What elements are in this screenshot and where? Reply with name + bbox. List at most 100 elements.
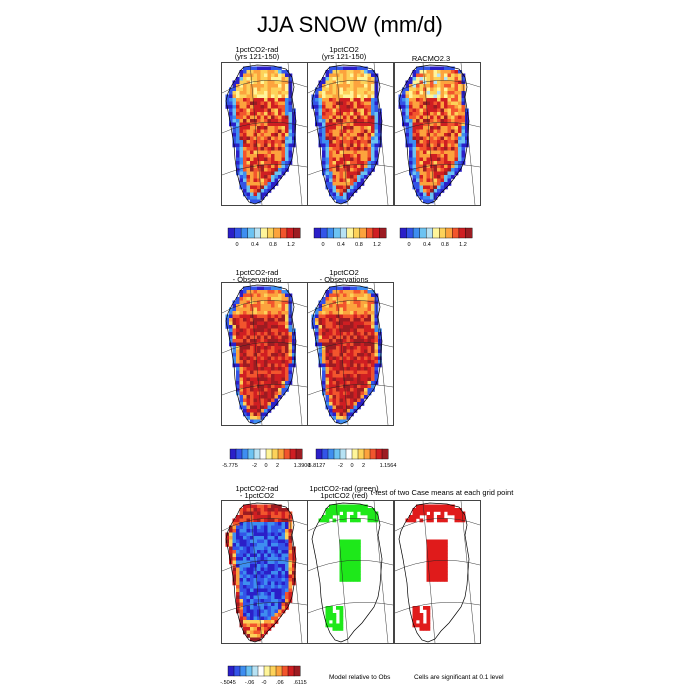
grid-cell [461,101,466,106]
grid-cell [378,335,382,340]
grid-cell [336,196,340,200]
grid-cell [451,150,455,155]
grid-cell [281,133,286,137]
grid-cell [353,518,358,523]
grid-cell [236,574,240,579]
grid-cell [329,384,333,389]
grid-cell [325,391,330,396]
grid-cell [360,381,365,385]
grid-cell [336,147,340,151]
grid-cell [264,87,268,92]
grid-cell [253,581,258,586]
grid-cell [250,290,254,294]
grid-cell [260,293,265,298]
grid-cell [343,119,347,123]
grid-cell [339,182,344,186]
grid-cell [437,515,441,519]
grid-cell [267,189,272,193]
grid-cell [353,126,358,130]
grid-cell [274,286,279,291]
grid-cell [253,543,258,547]
grid-cell [437,508,441,512]
grid-cell [364,353,368,357]
grid-cell [288,129,293,134]
grid-cell [332,353,337,357]
grid-cell [285,94,289,99]
grid-cell [267,178,272,183]
grid-cell [260,402,265,406]
grid-cell [250,286,254,291]
grid-cell [444,574,448,579]
graticule-line [373,63,389,205]
grid-cell [329,335,333,340]
grid-cell [343,150,347,155]
grid-cell [353,398,358,403]
grid-cell [339,70,344,74]
grid-cell [253,161,258,165]
grid-cell [325,70,330,74]
grid-cell [271,539,275,544]
grid-cell [246,115,251,120]
grid-cell [288,374,293,378]
grid-cell [322,161,326,165]
grid-cell [257,133,261,137]
grid-cell [281,122,286,127]
grid-cell [257,581,261,586]
grid-cell [357,353,361,357]
grid-cell [260,409,265,413]
grid-cell [260,592,265,596]
grid-cell [250,637,254,642]
grid-cell [253,606,258,610]
grid-cell [281,77,286,81]
grid-cell [250,613,254,617]
grid-cell [288,122,293,127]
grid-cell [371,164,375,169]
grid-cell [246,557,251,561]
grid-cell [246,168,251,172]
grid-cell [285,300,289,305]
grid-cell [264,409,268,413]
grid-cell [229,108,233,113]
grid-cell [260,311,265,315]
grid-cell [232,91,237,95]
grid-cell [257,73,261,78]
grid-cell [360,325,365,329]
grid-cell [322,164,326,169]
grid-cell [360,122,365,127]
grid-cell [444,147,448,151]
grid-cell [260,550,265,554]
grid-cell [343,377,347,382]
grid-cell [440,108,445,113]
grid-cell [339,356,344,361]
grid-cell [412,150,417,155]
grid-cell [250,98,254,102]
grid-cell [250,335,254,340]
grid-cell [423,168,427,172]
grid-cell [409,133,413,137]
grid-cell [322,77,326,81]
grid-cell [260,567,265,572]
panel-title-line: 1pctCO2-rad (green) [309,484,379,493]
grid-cell [274,77,279,81]
grid-cell [405,80,410,85]
grid-cell [236,307,240,312]
grid-cell [250,150,254,155]
grid-cell [271,339,275,343]
grid-cell [264,346,268,350]
colorbar-swatch [333,448,341,460]
grid-cell [357,332,361,336]
grid-cell [357,335,361,340]
grid-cell [274,536,279,540]
grid-cell [350,318,354,322]
grid-cell [253,77,258,81]
grid-cell [260,339,265,343]
grid-cell [278,66,282,71]
grid-cell [285,119,289,123]
grid-cell [274,550,279,554]
grid-cell [243,189,247,193]
grid-cell [378,346,382,350]
grid-cell [232,122,237,127]
grid-cell [447,66,452,71]
grid-cell [412,115,417,120]
grid-cell [353,70,358,74]
